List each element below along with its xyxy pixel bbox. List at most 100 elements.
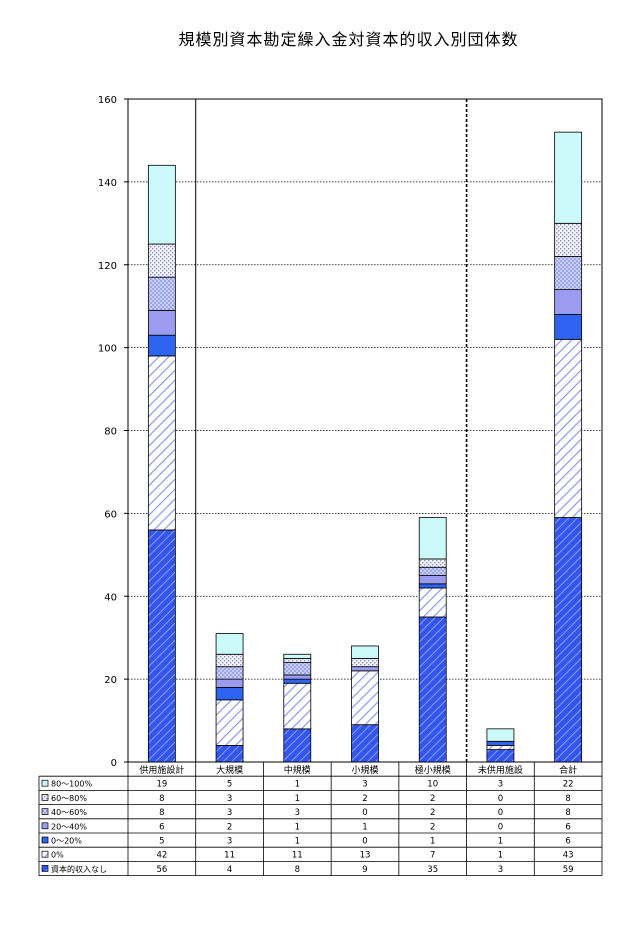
data-label: 8 bbox=[565, 808, 570, 818]
bar-segment bbox=[351, 666, 379, 672]
x-category-label: 未供用施設 bbox=[478, 764, 523, 776]
bar-segment bbox=[283, 678, 312, 684]
data-label: 35 bbox=[427, 865, 438, 875]
data-label: 59 bbox=[563, 865, 574, 875]
legend-swatch bbox=[41, 865, 49, 872]
data-label: 13 bbox=[360, 851, 371, 861]
data-label: 0 bbox=[498, 808, 503, 818]
y-tick-label: 160 bbox=[98, 95, 117, 106]
data-label: 6 bbox=[159, 822, 164, 832]
bar-segment bbox=[486, 740, 515, 746]
data-label: 22 bbox=[563, 780, 574, 790]
bar-segment bbox=[554, 338, 583, 518]
legend-swatch bbox=[41, 794, 49, 801]
bar-segment bbox=[418, 587, 447, 618]
data-label: 8 bbox=[565, 794, 570, 804]
data-label: 0 bbox=[362, 837, 367, 847]
y-tick-label: 40 bbox=[104, 592, 117, 603]
bar-segment bbox=[554, 314, 583, 340]
data-label: 2 bbox=[430, 808, 435, 818]
data-label: 1 bbox=[295, 780, 300, 790]
x-category-label: 供用施設計 bbox=[139, 764, 184, 776]
data-label: 5 bbox=[227, 780, 232, 790]
data-label: 11 bbox=[224, 851, 235, 861]
data-label: 1 bbox=[295, 794, 300, 804]
data-label: 1 bbox=[498, 851, 503, 861]
bar-segment bbox=[554, 222, 583, 257]
data-label: 3 bbox=[227, 794, 232, 804]
bar-segment bbox=[418, 583, 447, 589]
data-label: 2 bbox=[227, 822, 232, 832]
bar-segment bbox=[418, 616, 447, 763]
bar-segment bbox=[418, 566, 447, 576]
legend-entry: 0% bbox=[51, 851, 64, 860]
data-label: 11 bbox=[292, 851, 303, 861]
data-label: 1 bbox=[430, 837, 435, 847]
bar-segment bbox=[147, 529, 176, 763]
y-tick-label: 0 bbox=[111, 758, 117, 769]
x-category-label: 大規模 bbox=[216, 764, 243, 776]
bar-segment bbox=[554, 131, 583, 224]
data-label: 0 bbox=[362, 808, 367, 818]
bar-segment bbox=[147, 355, 176, 531]
data-label: 10 bbox=[427, 780, 438, 790]
bar-segment bbox=[215, 633, 244, 655]
bar-segment bbox=[351, 724, 379, 763]
data-label: 3 bbox=[227, 808, 232, 818]
data-label: 2 bbox=[362, 794, 367, 804]
bar-segment bbox=[147, 243, 176, 278]
bar-segment bbox=[283, 653, 312, 659]
bar-segment bbox=[486, 749, 515, 763]
legend-swatch bbox=[41, 779, 49, 787]
data-label: 43 bbox=[563, 851, 574, 861]
data-label: 1 bbox=[295, 837, 300, 847]
bar-segment bbox=[418, 517, 447, 560]
bar-segment bbox=[215, 745, 244, 763]
bar-segment bbox=[554, 256, 583, 291]
data-label: 1 bbox=[498, 837, 503, 847]
data-label: 1 bbox=[295, 822, 300, 832]
data-label: 3 bbox=[362, 780, 367, 790]
data-label: 0 bbox=[498, 822, 503, 832]
data-label: 1 bbox=[362, 822, 367, 832]
data-label: 0 bbox=[498, 794, 503, 804]
bar-segment bbox=[283, 662, 312, 676]
data-label: 19 bbox=[156, 780, 167, 790]
bar-segment bbox=[486, 745, 515, 750]
bar-segment bbox=[215, 699, 244, 746]
data-label: 8 bbox=[159, 794, 164, 804]
legend-swatch bbox=[41, 836, 49, 844]
legend-entry: 60～80% bbox=[51, 794, 87, 803]
y-tick-label: 100 bbox=[98, 344, 117, 355]
legend-entry: 資本的収入なし bbox=[51, 864, 107, 874]
data-label: 4 bbox=[227, 865, 232, 875]
bar-segment bbox=[351, 645, 379, 659]
y-tick-label: 60 bbox=[104, 509, 117, 520]
data-label: 7 bbox=[430, 851, 435, 861]
data-label: 8 bbox=[295, 865, 300, 875]
bar-segment bbox=[215, 653, 244, 668]
bar-segment bbox=[486, 728, 515, 742]
legend-entry: 40～60% bbox=[51, 808, 87, 817]
x-category-label: 合計 bbox=[559, 764, 577, 776]
data-label: 9 bbox=[362, 865, 367, 875]
bar-segment bbox=[283, 728, 312, 763]
bar-segment bbox=[283, 682, 312, 730]
legend-entry: 0～20% bbox=[51, 837, 82, 846]
bar-segment bbox=[215, 666, 244, 680]
plot-area: 0 20 40 60 80 100 120 140 160 bbox=[98, 95, 603, 769]
bar-segment bbox=[215, 687, 244, 701]
data-label: 2 bbox=[430, 794, 435, 804]
legend-entry: 80～100% bbox=[51, 780, 92, 789]
y-tick-label: 20 bbox=[104, 675, 117, 686]
data-label: 3 bbox=[295, 808, 300, 818]
chart-title: 規模別資本勘定繰入金対資本的収入別団体数 bbox=[178, 30, 519, 49]
data-label: 6 bbox=[565, 837, 570, 847]
y-tick-label: 120 bbox=[98, 261, 117, 272]
data-label: 3 bbox=[498, 780, 503, 790]
bar-segment bbox=[554, 517, 583, 763]
bar-segment bbox=[554, 289, 583, 315]
bar-segment bbox=[215, 678, 244, 688]
data-label: 56 bbox=[156, 865, 167, 875]
bar-segment bbox=[147, 334, 176, 357]
